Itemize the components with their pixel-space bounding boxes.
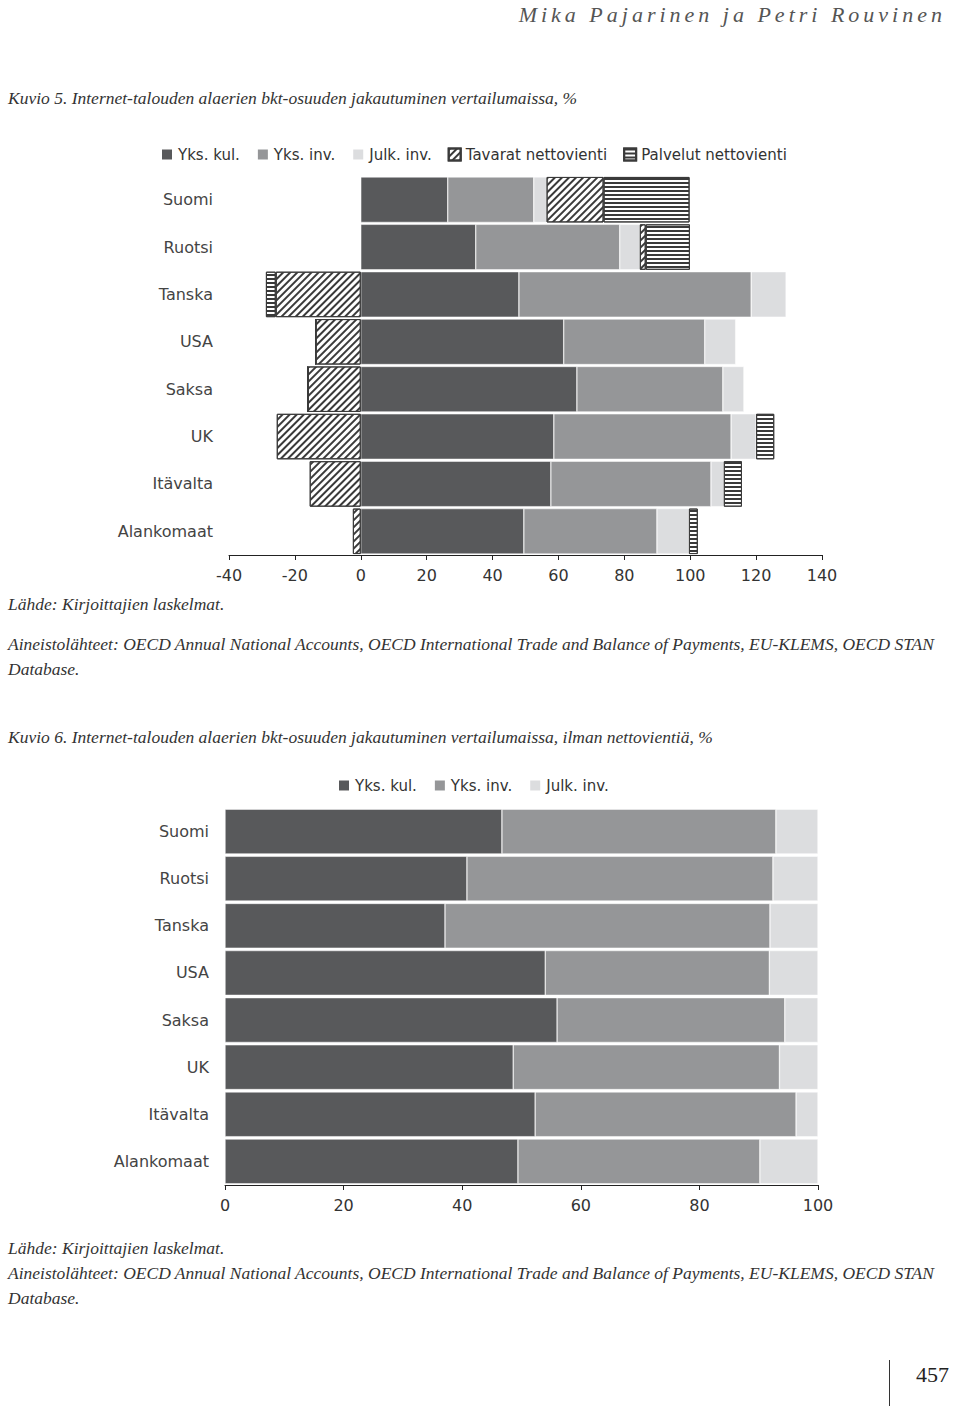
svg-text:Alankomaat: Alankomaat [114, 1152, 209, 1171]
svg-text:-20: -20 [282, 566, 308, 585]
html-text:Aineistolähteet: OECD Annual N: Aineistolähteet: OECD Annual National Ac… [8, 1263, 934, 1308]
svg-text:80: 80 [689, 1196, 709, 1215]
svg-text:0: 0 [356, 566, 366, 585]
svg-text:100: 100 [675, 566, 706, 585]
svg-text:Saksa: Saksa [162, 1011, 209, 1030]
svg-text:Ruotsi: Ruotsi [160, 869, 209, 888]
svg-text:Saksa: Saksa [166, 380, 213, 399]
svg-text:Yks. kul.: Yks. kul. [354, 777, 417, 795]
svg-text:120: 120 [741, 566, 772, 585]
svg-text:Julk. inv.: Julk. inv. [545, 777, 608, 795]
svg-text:Itävalta: Itävalta [148, 1105, 209, 1124]
svg-text:Itävalta: Itävalta [152, 474, 213, 493]
svg-text:Tavarat nettovienti: Tavarat nettovienti [465, 146, 607, 164]
svg-text:USA: USA [176, 963, 209, 982]
svg-text:UK: UK [191, 427, 214, 446]
svg-text:UK: UK [187, 1058, 210, 1077]
svg-text:100: 100 [803, 1196, 834, 1215]
svg-text:Alankomaat: Alankomaat [118, 522, 213, 541]
svg-text:USA: USA [180, 332, 213, 351]
svg-text:60: 60 [548, 566, 568, 585]
svg-text:Suomi: Suomi [163, 190, 213, 209]
svg-text:0: 0 [220, 1196, 230, 1215]
svg-text:60: 60 [571, 1196, 591, 1215]
svg-text:Julk. inv.: Julk. inv. [368, 146, 431, 164]
svg-text:20: 20 [333, 1196, 353, 1215]
svg-text:80: 80 [614, 566, 634, 585]
svg-text:Ruotsi: Ruotsi [164, 238, 213, 257]
svg-text:140: 140 [807, 566, 838, 585]
html-text:Aineistolähteet: OECD Annual N: Aineistolähteet: OECD Annual National Ac… [8, 634, 934, 679]
html-text:Kuvio 5. Internet-talouden ala: Kuvio 5. Internet-talouden alaerien bkt-… [8, 88, 578, 108]
svg-text:20: 20 [416, 566, 436, 585]
html-text:Mika Pajarinen ja Petri Rouvin: Mika Pajarinen ja Petri Rouvinen [518, 2, 946, 27]
svg-text:Tanska: Tanska [158, 285, 213, 304]
svg-text:Tanska: Tanska [154, 916, 209, 935]
svg-text:Suomi: Suomi [159, 822, 209, 841]
svg-text:Yks. inv.: Yks. inv. [450, 777, 512, 795]
svg-text:Palvelut nettovienti: Palvelut nettovienti [641, 146, 787, 164]
html-text:Kuvio 6. Internet-talouden ala: Kuvio 6. Internet-talouden alaerien bkt-… [8, 727, 713, 747]
svg-text:40: 40 [452, 1196, 472, 1215]
svg-text:Yks. inv.: Yks. inv. [273, 146, 335, 164]
html-text:Lähde: Kirjoittajien laskelmat: Lähde: Kirjoittajien laskelmat. [8, 1238, 225, 1258]
svg-text:Yks. kul.: Yks. kul. [177, 146, 240, 164]
svg-text:40: 40 [482, 566, 502, 585]
html-text:Lähde: Kirjoittajien laskelmat: Lähde: Kirjoittajien laskelmat. [8, 594, 225, 614]
html-text:457: 457 [916, 1362, 949, 1387]
svg-text:-40: -40 [216, 566, 242, 585]
